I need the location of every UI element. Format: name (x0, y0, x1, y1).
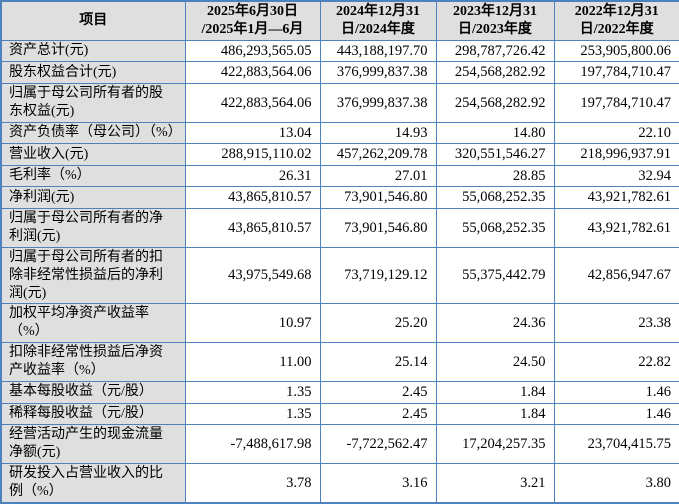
value-cell: 43,865,810.57 (184, 207, 321, 248)
value-cell: 254,568,282.92 (435, 82, 555, 123)
value-cell: 1.46 (553, 381, 679, 404)
table-row: 研发投入占营业收入的比 例（%） 3.78 3.16 3.21 3.80 (0, 462, 679, 504)
value-cell: 197,784,710.47 (553, 61, 679, 84)
value-cell: 1.84 (435, 381, 555, 404)
value-cell: 25.20 (319, 303, 437, 344)
table-row: 加权平均净资产收益率 （%） 10.97 25.20 24.36 23.38 (0, 303, 679, 344)
table-row: 营业收入(元) 288,915,110.02 457,262,209.78 320,5… (0, 143, 679, 166)
value-cell: 14.93 (319, 121, 437, 145)
table-row: 经营活动产生的现金流量 净额(元) -7,488,617.98 -7,722,562… (0, 424, 679, 464)
table-header-row: 项目 2025年6月30日 /2025年1月—6月 2024年12月31 日/202… (0, 0, 679, 41)
value-cell: 3.21 (435, 462, 555, 504)
value-cell: 422,883,564.06 (184, 61, 321, 84)
value-cell: 32.94 (553, 164, 679, 188)
value-cell: -7,722,562.47 (319, 424, 437, 464)
item-column-header: 项目 (0, 0, 186, 41)
value-cell: 3.16 (319, 462, 437, 504)
table-row: 净利润(元) 43,865,810.57 73,901,546.80 55,068,2… (0, 186, 679, 209)
item-label-cell: 资产总计(元) (0, 39, 186, 63)
value-cell: 486,293,565.05 (184, 39, 321, 63)
value-cell: 43,865,810.57 (184, 186, 321, 209)
value-cell: 24.50 (435, 342, 555, 383)
value-cell: 11.00 (184, 342, 321, 383)
value-cell: 55,068,252.35 (435, 207, 555, 248)
item-label-cell: 研发投入占营业收入的比 例（%） (0, 462, 186, 504)
value-cell: 13.04 (184, 121, 321, 145)
item-label-cell: 扣除非经常性损益后净资 产收益率（%） (0, 342, 186, 383)
value-cell: 27.01 (319, 164, 437, 188)
item-label-cell: 净利润(元) (0, 186, 186, 209)
item-label-cell: 股东权益合计(元) (0, 61, 186, 84)
period-column-header: 2023年12月31 日/2023年度 (435, 0, 555, 41)
value-cell: 43,921,782.61 (553, 207, 679, 248)
period-column-header: 2022年12月31 日/2022年度 (553, 0, 679, 41)
item-label-cell: 毛利率（%） (0, 164, 186, 188)
value-cell: 23.38 (553, 303, 679, 344)
value-cell: 288,915,110.02 (184, 143, 321, 166)
value-cell: 320,551,546.27 (435, 143, 555, 166)
item-label-cell: 稀释每股收益（元/股） (0, 402, 186, 426)
item-label-cell: 归属于母公司所有者的股 东权益(元) (0, 82, 186, 123)
table-row: 资产总计(元) 486,293,565.05 443,188,197.70 298,7… (0, 39, 679, 63)
value-cell: 457,262,209.78 (319, 143, 437, 166)
value-cell: 443,188,197.70 (319, 39, 437, 63)
value-cell: 2.45 (319, 381, 437, 404)
table-row: 毛利率（%） 26.31 27.01 28.85 32.94 (0, 164, 679, 188)
period-column-header: 2025年6月30日 /2025年1月—6月 (184, 0, 321, 41)
table-row: 股东权益合计(元) 422,883,564.06 376,999,837.38 254… (0, 61, 679, 84)
table-row: 基本每股收益（元/股） 1.35 2.45 1.84 1.46 (0, 381, 679, 404)
table-row: 稀释每股收益（元/股） 1.35 2.45 1.84 1.46 (0, 402, 679, 426)
value-cell: 73,719,129.12 (319, 246, 437, 305)
table-row: 扣除非经常性损益后净资 产收益率（%） 11.00 25.14 24.50 22.82 (0, 342, 679, 383)
item-label-cell: 加权平均净资产收益率 （%） (0, 303, 186, 344)
value-cell: 2.45 (319, 402, 437, 426)
value-cell: 55,375,442.79 (435, 246, 555, 305)
value-cell: 25.14 (319, 342, 437, 383)
item-label-cell: 经营活动产生的现金流量 净额(元) (0, 424, 186, 464)
value-cell: 55,068,252.35 (435, 186, 555, 209)
value-cell: 376,999,837.38 (319, 82, 437, 123)
value-cell: 22.82 (553, 342, 679, 383)
value-cell: -7,488,617.98 (184, 424, 321, 464)
value-cell: 1.35 (184, 402, 321, 426)
value-cell: 3.80 (553, 462, 679, 504)
value-cell: 3.78 (184, 462, 321, 504)
item-label-cell: 基本每股收益（元/股） (0, 381, 186, 404)
value-cell: 1.84 (435, 402, 555, 426)
value-cell: 254,568,282.92 (435, 61, 555, 84)
value-cell: 22.10 (553, 121, 679, 145)
value-cell: 422,883,564.06 (184, 82, 321, 123)
value-cell: 14.80 (435, 121, 555, 145)
value-cell: 42,856,947.67 (553, 246, 679, 305)
table-row: 归属于母公司所有者的净 利润(元) 43,865,810.57 73,901,546… (0, 207, 679, 248)
item-label-cell: 营业收入(元) (0, 143, 186, 166)
item-label-cell: 归属于母公司所有者的扣 除非经常性损益后的净利 润(元) (0, 246, 186, 305)
value-cell: 43,921,782.61 (553, 186, 679, 209)
value-cell: 26.31 (184, 164, 321, 188)
value-cell: 73,901,546.80 (319, 207, 437, 248)
item-label-cell: 资产负债率（母公司）（%） (0, 121, 186, 145)
value-cell: 17,204,257.35 (435, 424, 555, 464)
value-cell: 1.35 (184, 381, 321, 404)
value-cell: 376,999,837.38 (319, 61, 437, 84)
value-cell: 73,901,546.80 (319, 186, 437, 209)
item-label-cell: 归属于母公司所有者的净 利润(元) (0, 207, 186, 248)
table-row: 归属于母公司所有者的扣 除非经常性损益后的净利 润(元) 43,975,549.6… (0, 246, 679, 305)
value-cell: 28.85 (435, 164, 555, 188)
table-row: 资产负债率（母公司）（%） 13.04 14.93 14.80 22.10 (0, 121, 679, 145)
value-cell: 1.46 (553, 402, 679, 426)
value-cell: 298,787,726.42 (435, 39, 555, 63)
value-cell: 253,905,800.06 (553, 39, 679, 63)
value-cell: 218,996,937.91 (553, 143, 679, 166)
table-row: 归属于母公司所有者的股 东权益(元) 422,883,564.06 376,999,… (0, 82, 679, 123)
value-cell: 10.97 (184, 303, 321, 344)
value-cell: 43,975,549.68 (184, 246, 321, 305)
period-column-header: 2024年12月31 日/2024年度 (319, 0, 437, 41)
value-cell: 197,784,710.47 (553, 82, 679, 123)
value-cell: 23,704,415.75 (553, 424, 679, 464)
value-cell: 24.36 (435, 303, 555, 344)
